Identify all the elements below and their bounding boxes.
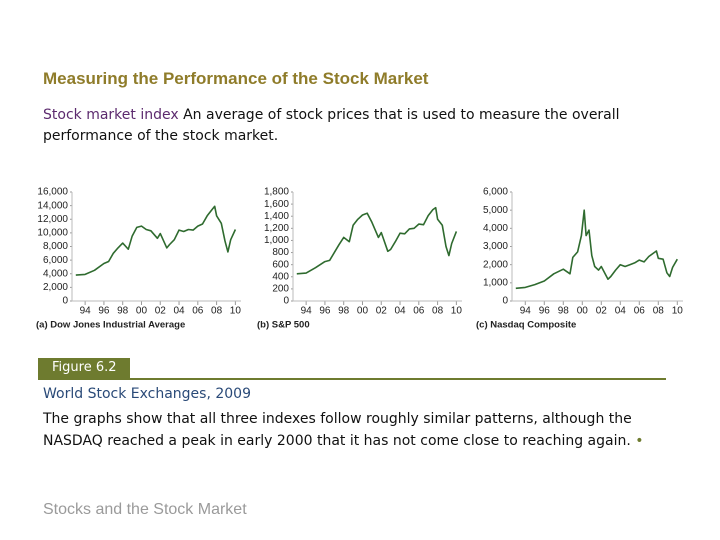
y-tick-label: 1,800 xyxy=(264,187,289,198)
y-tick-label: 400 xyxy=(272,271,289,282)
x-tick-label: 10 xyxy=(451,306,463,317)
y-tick-label: 12,000 xyxy=(37,214,68,225)
x-tick-label: 96 xyxy=(539,306,551,317)
y-tick-label: 0 xyxy=(62,296,68,307)
x-tick-label: 08 xyxy=(432,306,444,317)
y-tick-label: 3,000 xyxy=(483,241,508,252)
x-tick-label: 02 xyxy=(155,306,167,317)
x-tick-label: 00 xyxy=(577,306,589,317)
definition-term: Stock market index xyxy=(43,107,179,123)
x-tick-label: 06 xyxy=(192,306,204,317)
x-tick-label: 02 xyxy=(596,306,608,317)
definition: Stock market index An average of stock p… xyxy=(43,105,643,147)
x-tick-label: 94 xyxy=(301,306,313,317)
y-tick-label: 200 xyxy=(272,284,289,295)
x-tick-label: 04 xyxy=(394,306,406,317)
y-tick-label: 14,000 xyxy=(37,200,68,211)
x-tick-label: 98 xyxy=(558,306,570,317)
x-tick-label: 10 xyxy=(230,306,242,317)
definition-text: An average of stock prices that is used … xyxy=(43,107,620,144)
x-tick-label: 94 xyxy=(80,306,92,317)
x-tick-label: 02 xyxy=(376,306,388,317)
index-line xyxy=(515,209,678,290)
x-tick-label: 08 xyxy=(211,306,223,317)
y-tick-label: 1,600 xyxy=(264,199,289,210)
x-tick-label: 04 xyxy=(173,306,185,317)
y-tick-label: 1,000 xyxy=(483,277,508,288)
x-tick-label: 06 xyxy=(413,306,425,317)
figure-label: Figure 6.2 xyxy=(38,358,130,378)
y-tick-label: 0 xyxy=(502,296,508,307)
bullet: • xyxy=(635,433,644,449)
y-tick-label: 800 xyxy=(272,247,289,258)
figure-title: World Stock Exchanges, 2009 xyxy=(43,386,251,402)
y-tick-label: 1,400 xyxy=(264,211,289,222)
x-tick-label: 96 xyxy=(98,306,110,317)
x-tick-label: 04 xyxy=(615,306,627,317)
x-tick-label: 96 xyxy=(319,306,331,317)
y-tick-label: 10,000 xyxy=(37,228,68,239)
y-tick-label: 0 xyxy=(283,296,289,307)
y-tick-label: 600 xyxy=(272,259,289,270)
y-tick-label: 4,000 xyxy=(43,268,68,279)
x-tick-label: 10 xyxy=(672,306,684,317)
x-tick-label: 98 xyxy=(338,306,350,317)
slide-title: Measuring the Performance of the Stock M… xyxy=(43,69,429,88)
y-tick-label: 2,000 xyxy=(483,259,508,270)
x-tick-label: 98 xyxy=(117,306,129,317)
footer: Stocks and the Stock Market xyxy=(43,501,247,518)
x-tick-label: 00 xyxy=(357,306,369,317)
index-line xyxy=(296,206,458,275)
x-tick-label: 00 xyxy=(136,306,148,317)
chart-caption: (c) Nasdaq Composite xyxy=(476,320,576,331)
x-tick-label: 94 xyxy=(520,306,532,317)
y-tick-label: 5,000 xyxy=(483,205,508,216)
chart-caption: (a) Dow Jones Industrial Average xyxy=(36,320,185,331)
y-tick-label: 6,000 xyxy=(43,255,68,266)
chart-caption: (b) S&P 500 xyxy=(257,320,310,331)
y-tick-label: 1,000 xyxy=(264,235,289,246)
y-tick-label: 16,000 xyxy=(37,187,68,198)
figure-caption-text: The graphs show that all three indexes f… xyxy=(43,411,632,449)
y-tick-label: 2,000 xyxy=(43,282,68,293)
y-tick-label: 8,000 xyxy=(43,241,68,252)
index-line xyxy=(75,205,237,276)
y-tick-label: 6,000 xyxy=(483,187,508,198)
x-tick-label: 08 xyxy=(653,306,665,317)
y-tick-label: 4,000 xyxy=(483,223,508,234)
y-tick-label: 1,200 xyxy=(264,223,289,234)
x-tick-label: 06 xyxy=(634,306,646,317)
figure-rule xyxy=(38,378,666,380)
figure-caption: The graphs show that all three indexes f… xyxy=(43,408,668,452)
